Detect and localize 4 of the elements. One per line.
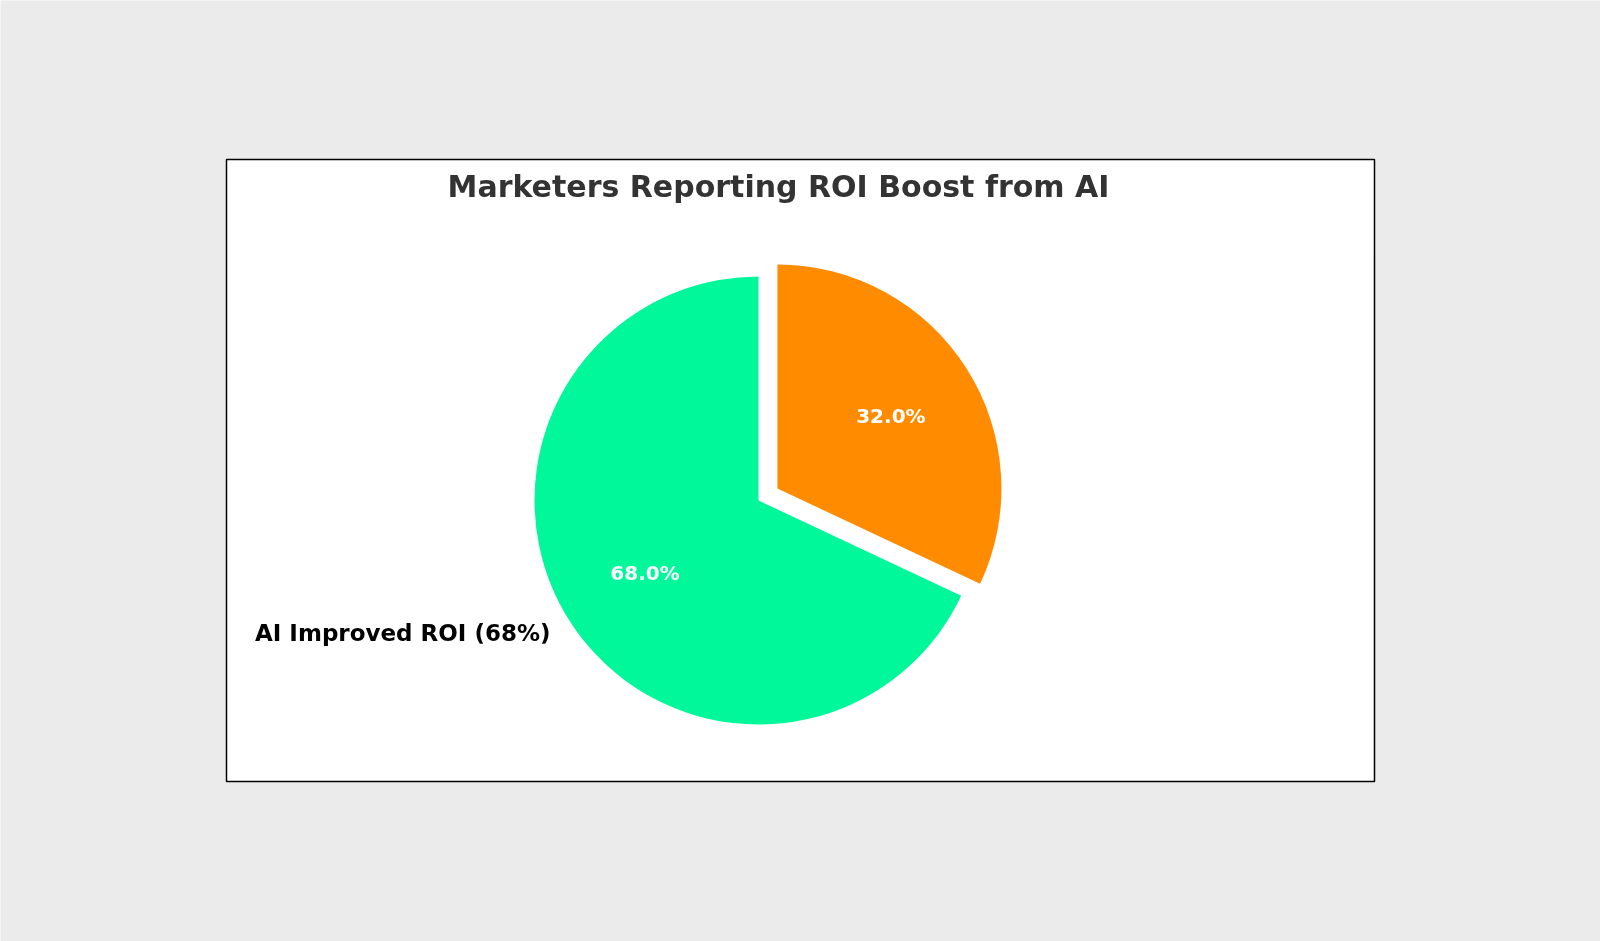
data-label: 32.0% [856, 404, 926, 429]
slice-label: AI Improved ROI (68%) [255, 619, 551, 646]
data-label: 68.0% [610, 560, 680, 585]
chart-title: Marketers Reporting ROI Boost from AI [447, 169, 1110, 204]
